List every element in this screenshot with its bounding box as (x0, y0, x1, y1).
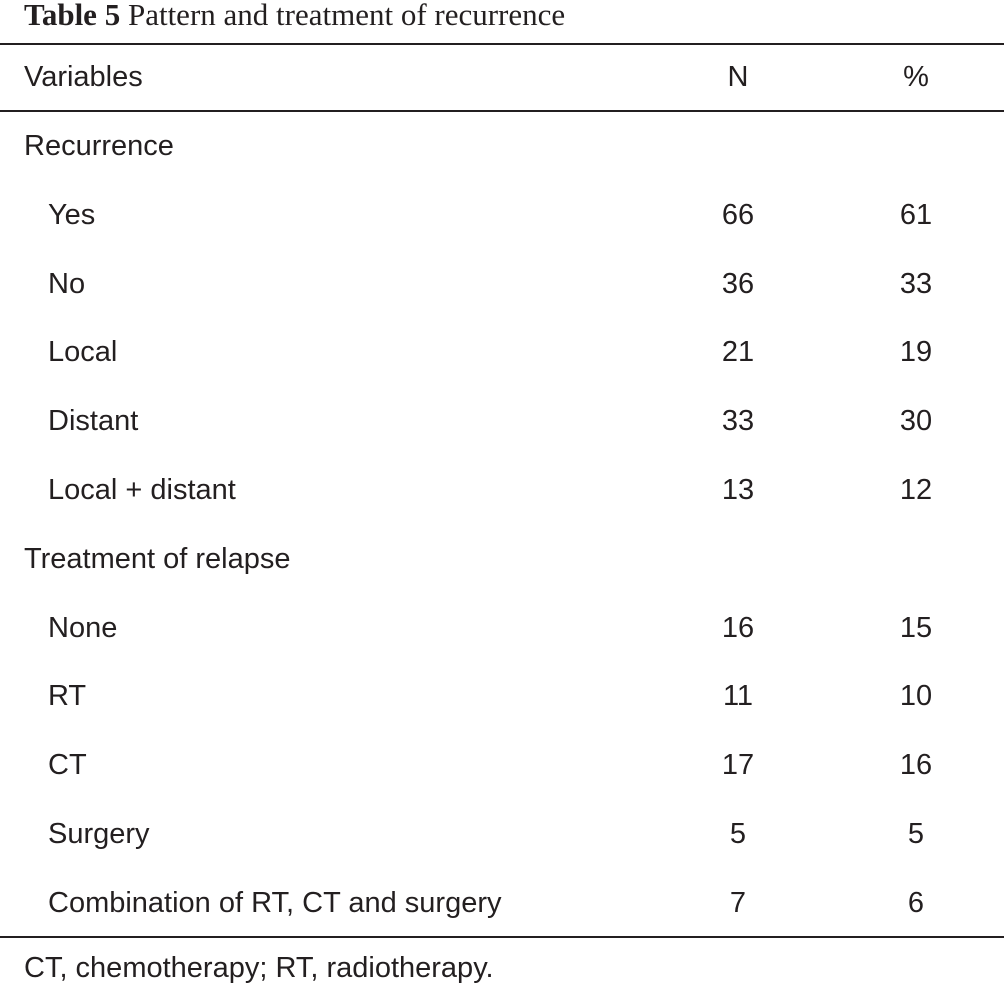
row-n: 11 (722, 680, 754, 712)
row-n: 17 (721, 749, 755, 781)
section-row-recurrence: Recurrence (0, 126, 1004, 166)
row-label: Combination of RT, CT and surgery (48, 887, 502, 919)
table-row: Combination of RT, CT and surgery 7 6 (0, 883, 1004, 923)
row-n: 36 (721, 268, 755, 300)
table-footnote: CT, chemotherapy; RT, radiotherapy. (24, 952, 494, 984)
row-percent: 6 (907, 887, 925, 919)
table-row: Surgery 5 5 (0, 814, 1004, 854)
table-row: Local + distant 13 12 (0, 470, 1004, 510)
row-label: CT (48, 749, 87, 781)
table-number: Table 5 (24, 0, 121, 32)
row-percent: 33 (899, 268, 933, 300)
row-label: RT (48, 680, 87, 712)
table-row: Local 21 19 (0, 332, 1004, 372)
section-row-treatment: Treatment of relapse (0, 539, 1004, 579)
row-label: Recurrence (24, 130, 174, 162)
row-label: No (48, 268, 86, 300)
header-variables: Variables (24, 61, 143, 93)
table-caption: Table 5 Pattern and treatment of recurre… (24, 0, 565, 34)
row-percent: 15 (899, 612, 933, 644)
row-percent: 19 (899, 336, 933, 368)
header-n: N (727, 61, 749, 93)
row-percent: 12 (899, 474, 933, 506)
row-percent: 16 (899, 749, 933, 781)
row-percent: 10 (899, 680, 933, 712)
row-label: Yes (48, 199, 96, 231)
row-n: 7 (729, 887, 747, 919)
row-n: 13 (721, 474, 755, 506)
row-label: Local + distant (48, 474, 236, 506)
bottom-rule (0, 936, 1004, 938)
table-row: Yes 66 61 (0, 195, 1004, 235)
row-percent: 5 (907, 818, 925, 850)
row-label: Distant (48, 405, 139, 437)
header-rule (0, 110, 1004, 112)
header-percent: % (903, 61, 929, 93)
table-row: No 36 33 (0, 264, 1004, 304)
row-label: Surgery (48, 818, 150, 850)
row-n: 33 (721, 405, 755, 437)
row-label: Treatment of relapse (24, 543, 291, 575)
table-row: CT 17 16 (0, 745, 1004, 785)
table-row: None 16 15 (0, 608, 1004, 648)
row-label: None (48, 612, 118, 644)
row-percent: 30 (899, 405, 933, 437)
row-n: 5 (729, 818, 747, 850)
top-rule (0, 43, 1004, 45)
table-row: RT 11 10 (0, 676, 1004, 716)
table-title: Pattern and treatment of recurrence (127, 0, 566, 32)
row-n: 16 (721, 612, 755, 644)
row-n: 66 (721, 199, 755, 231)
table-row: Distant 33 30 (0, 401, 1004, 441)
row-percent: 61 (899, 199, 933, 231)
row-n: 21 (721, 336, 755, 368)
row-label: Local (48, 336, 118, 368)
header-row: Variables N % (0, 57, 1004, 97)
